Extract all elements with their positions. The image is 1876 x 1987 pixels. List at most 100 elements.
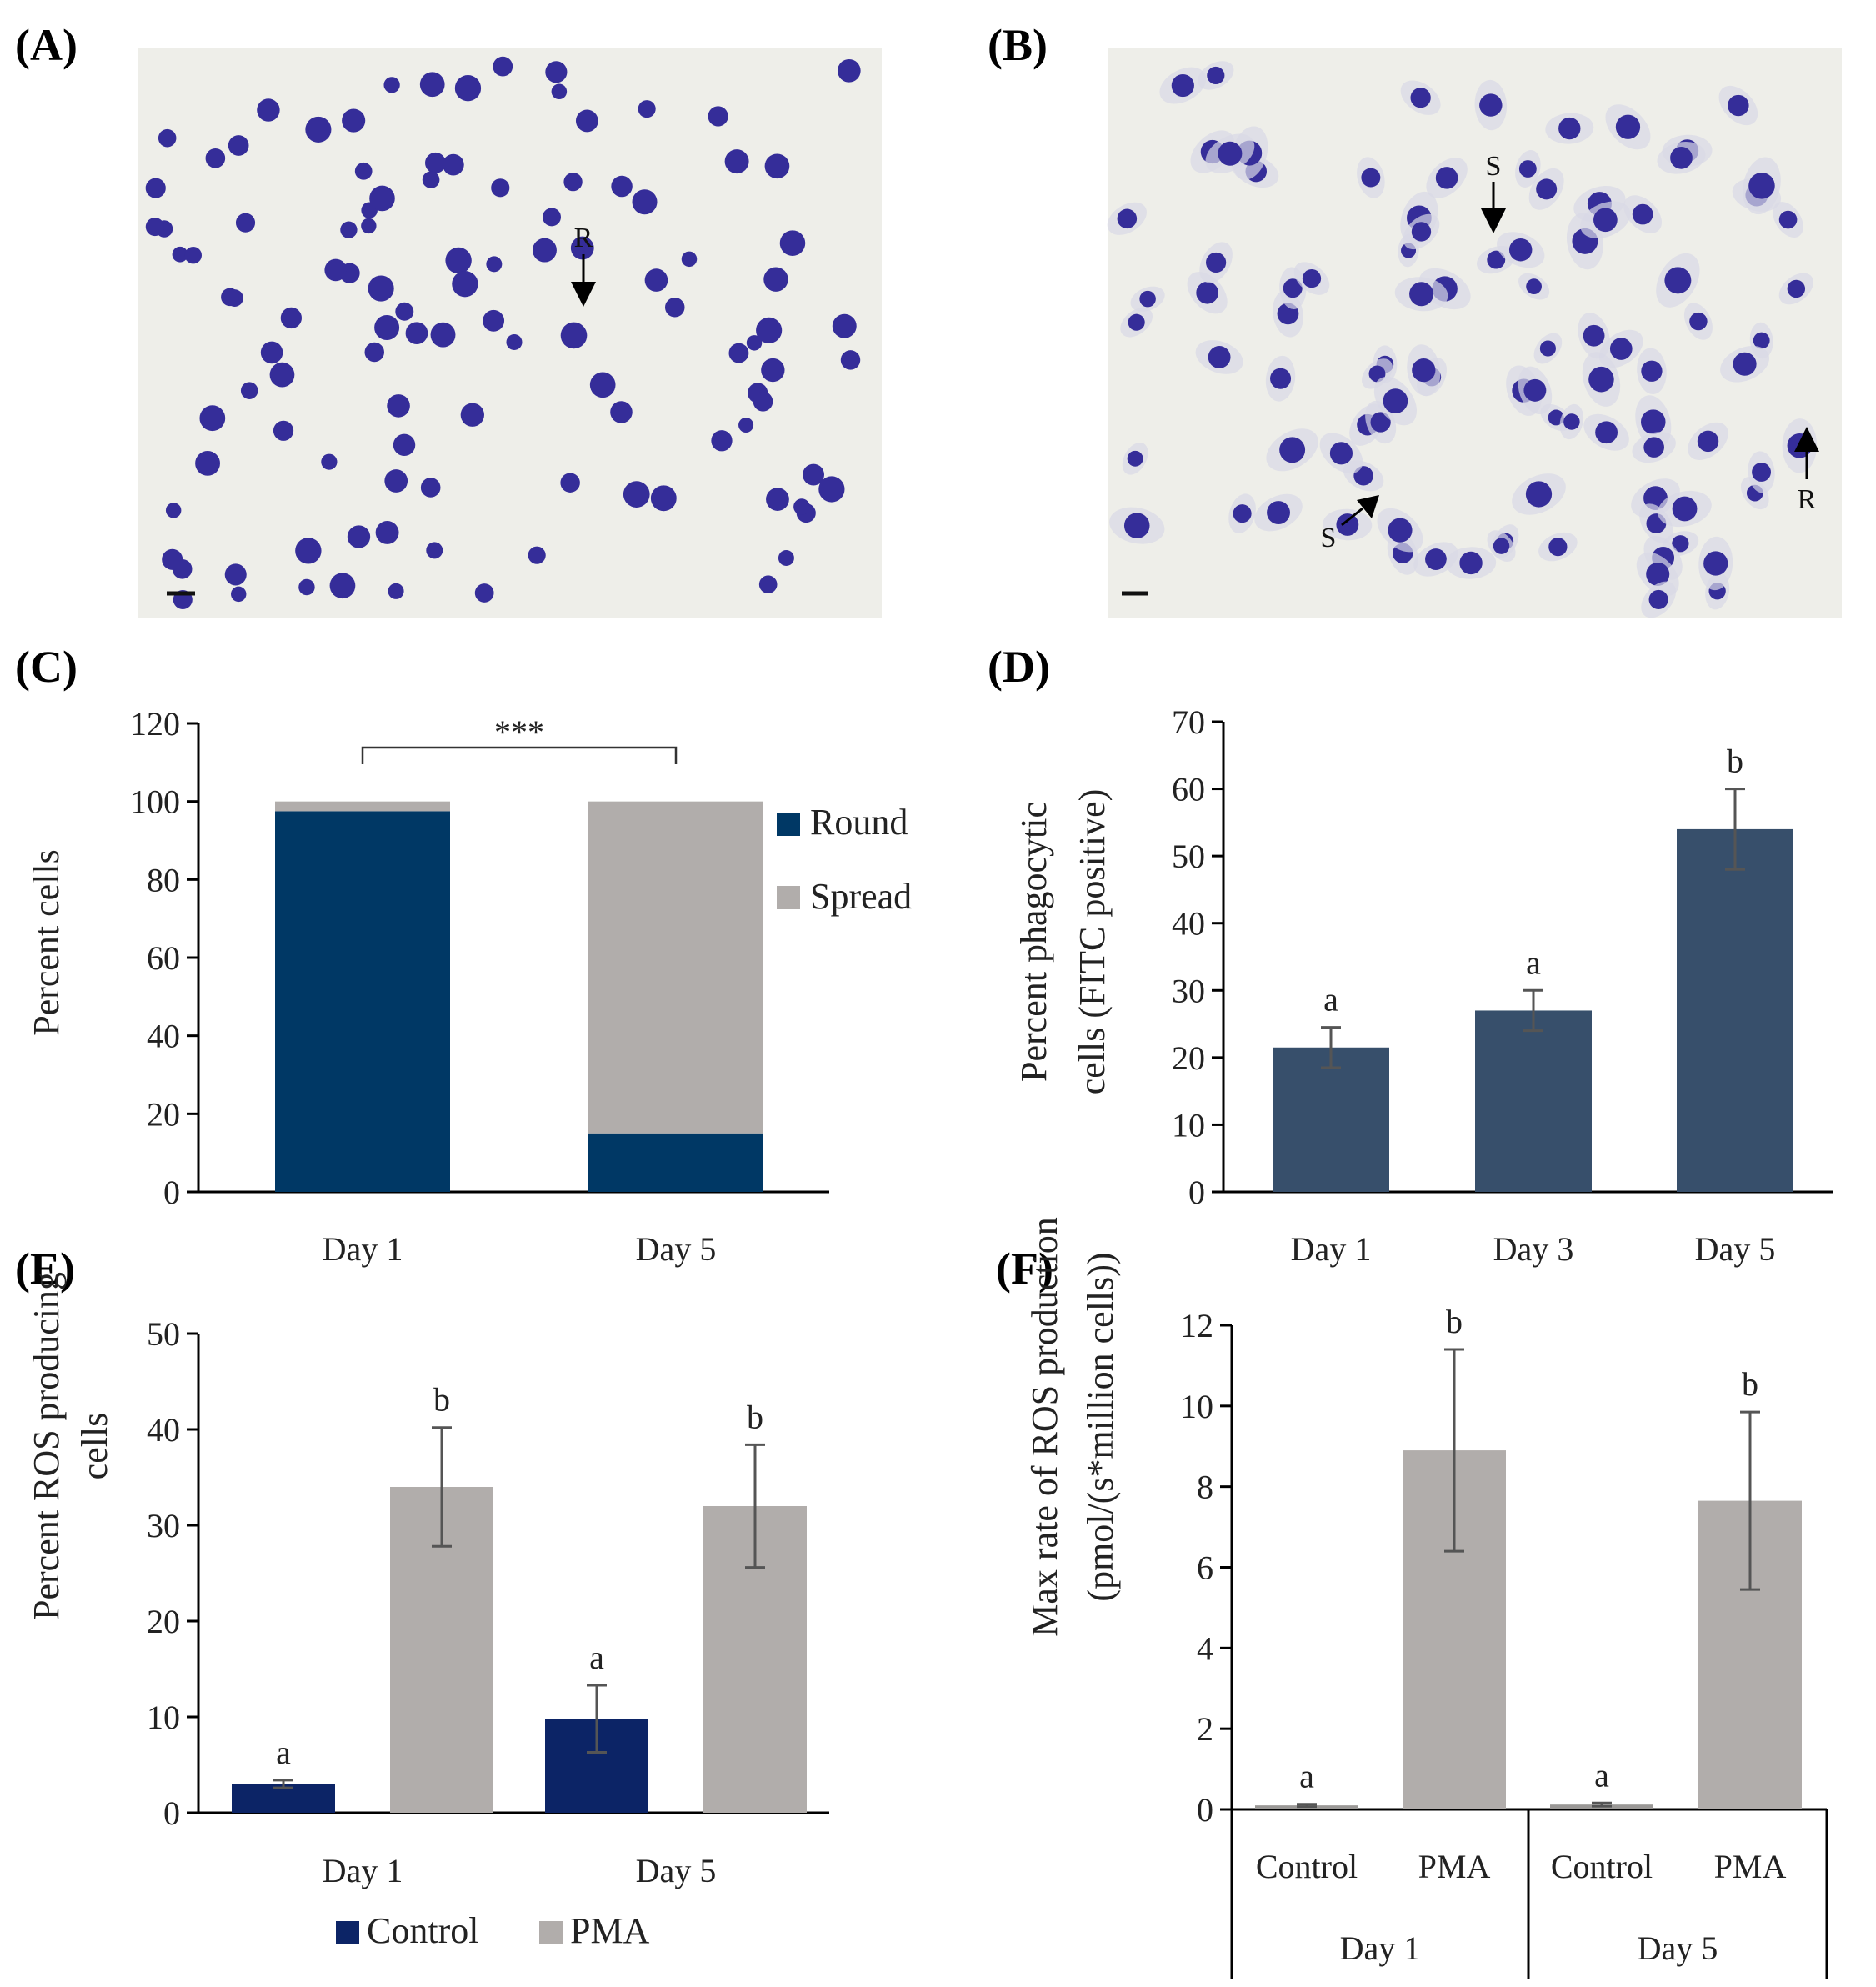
cell (329, 573, 356, 599)
cell (1128, 313, 1145, 331)
cell (452, 271, 478, 298)
d-ytick-2: 20 (1172, 1039, 1205, 1077)
cell (818, 476, 845, 503)
e-letter-control-1: a (589, 1639, 604, 1676)
cell (1196, 281, 1218, 304)
cell (165, 503, 182, 518)
cell (1171, 73, 1194, 98)
cell (1728, 94, 1749, 117)
e-ytick-4: 40 (147, 1411, 180, 1449)
panel-label-a: (A) (15, 20, 78, 70)
micrograph-b: S S R (1107, 48, 1842, 618)
cell (1778, 210, 1798, 229)
cell (779, 230, 806, 256)
cell (570, 236, 594, 260)
f-ytick-3: 6 (1197, 1549, 1213, 1587)
d-ylabel-line2: cells (FITC positive) (1072, 789, 1113, 1095)
cell (231, 586, 247, 603)
e-xlabel-1: Day 5 (636, 1852, 717, 1889)
cell (724, 149, 749, 174)
cell (1412, 358, 1436, 383)
c-ytick-3: 60 (147, 939, 180, 977)
cell (425, 152, 446, 173)
cell (1233, 504, 1252, 523)
cell (756, 317, 783, 343)
f-xlabel-1: PMA (1418, 1848, 1491, 1885)
panel-label-d: (D) (988, 642, 1050, 692)
panel-label-c: (C) (15, 642, 78, 692)
f-ytick-4: 8 (1197, 1469, 1213, 1506)
cell (623, 481, 650, 508)
e-ylabel-line1: Percent ROS producing (26, 1272, 67, 1620)
cell (454, 75, 482, 102)
cell (369, 185, 395, 212)
c-ytick-2: 40 (147, 1018, 180, 1055)
cell (551, 83, 568, 100)
cell (589, 372, 616, 398)
cell (1548, 537, 1568, 557)
cell (528, 546, 546, 564)
cell (1787, 279, 1806, 298)
cell (778, 549, 794, 566)
cell (837, 58, 861, 83)
cell (205, 148, 226, 168)
cell (1411, 222, 1432, 242)
e-letter-control-0: a (276, 1734, 291, 1771)
c-bar-spread (588, 801, 763, 1134)
d-xlabel-2: Day 5 (1695, 1230, 1776, 1268)
cell (1459, 551, 1483, 575)
cell (405, 322, 428, 345)
cell (347, 525, 371, 548)
cell (442, 153, 464, 176)
chart-e-yticks: 0 10 20 30 40 50 (147, 1315, 180, 1832)
micrograph-b-cells (1107, 61, 1818, 618)
cell (545, 61, 568, 83)
cell (257, 98, 280, 122)
cell (340, 221, 358, 238)
cell (1283, 278, 1303, 298)
f-ytick-5: 10 (1180, 1388, 1213, 1425)
cell (728, 343, 749, 363)
chart-e: 0 10 20 30 40 50 Day 1 Day 5 a a b b Per… (26, 1272, 829, 1951)
f-letter-1: b (1446, 1303, 1463, 1340)
cell (708, 106, 728, 127)
cell (374, 315, 400, 341)
cell (1526, 278, 1542, 295)
d-letter-1: a (1526, 943, 1541, 981)
cell (1539, 340, 1556, 357)
cell (1518, 160, 1537, 178)
cell (228, 135, 249, 156)
f-ylabel-line2: (pmol/(s*million cells)) (1080, 1252, 1121, 1601)
arrow-s-2-shaft (1341, 507, 1363, 527)
panel-label-f: (F) (996, 1244, 1053, 1294)
cell (1336, 513, 1359, 536)
cell (1672, 496, 1698, 522)
c-legend-swatch-round (777, 813, 800, 836)
e-ytick-1: 10 (147, 1699, 180, 1736)
d-bar (1677, 828, 1793, 1192)
cell (474, 583, 494, 603)
cell (610, 401, 633, 423)
cell (145, 178, 166, 198)
c-ytick-4: 80 (147, 861, 180, 898)
cell (364, 342, 384, 363)
cell (632, 189, 658, 215)
c-legend-swatch-spread (777, 886, 800, 909)
cell (342, 108, 366, 133)
e-ytick-0: 0 (163, 1794, 180, 1832)
cell (1558, 117, 1581, 140)
c-bar-spread (275, 801, 450, 812)
arrow-label-s-1: S (1486, 151, 1502, 182)
d-ytick-3: 30 (1172, 972, 1205, 1009)
cell (560, 473, 580, 493)
c-ytick-1: 20 (147, 1095, 180, 1133)
e-legend-control: Control (367, 1910, 478, 1951)
f-group-0: Day 1 (1340, 1929, 1421, 1967)
cell (1689, 312, 1708, 331)
cell (368, 275, 394, 302)
cell (764, 153, 790, 179)
cell (383, 77, 400, 93)
cell (542, 208, 561, 227)
cell (1361, 168, 1381, 188)
cell (611, 175, 633, 198)
